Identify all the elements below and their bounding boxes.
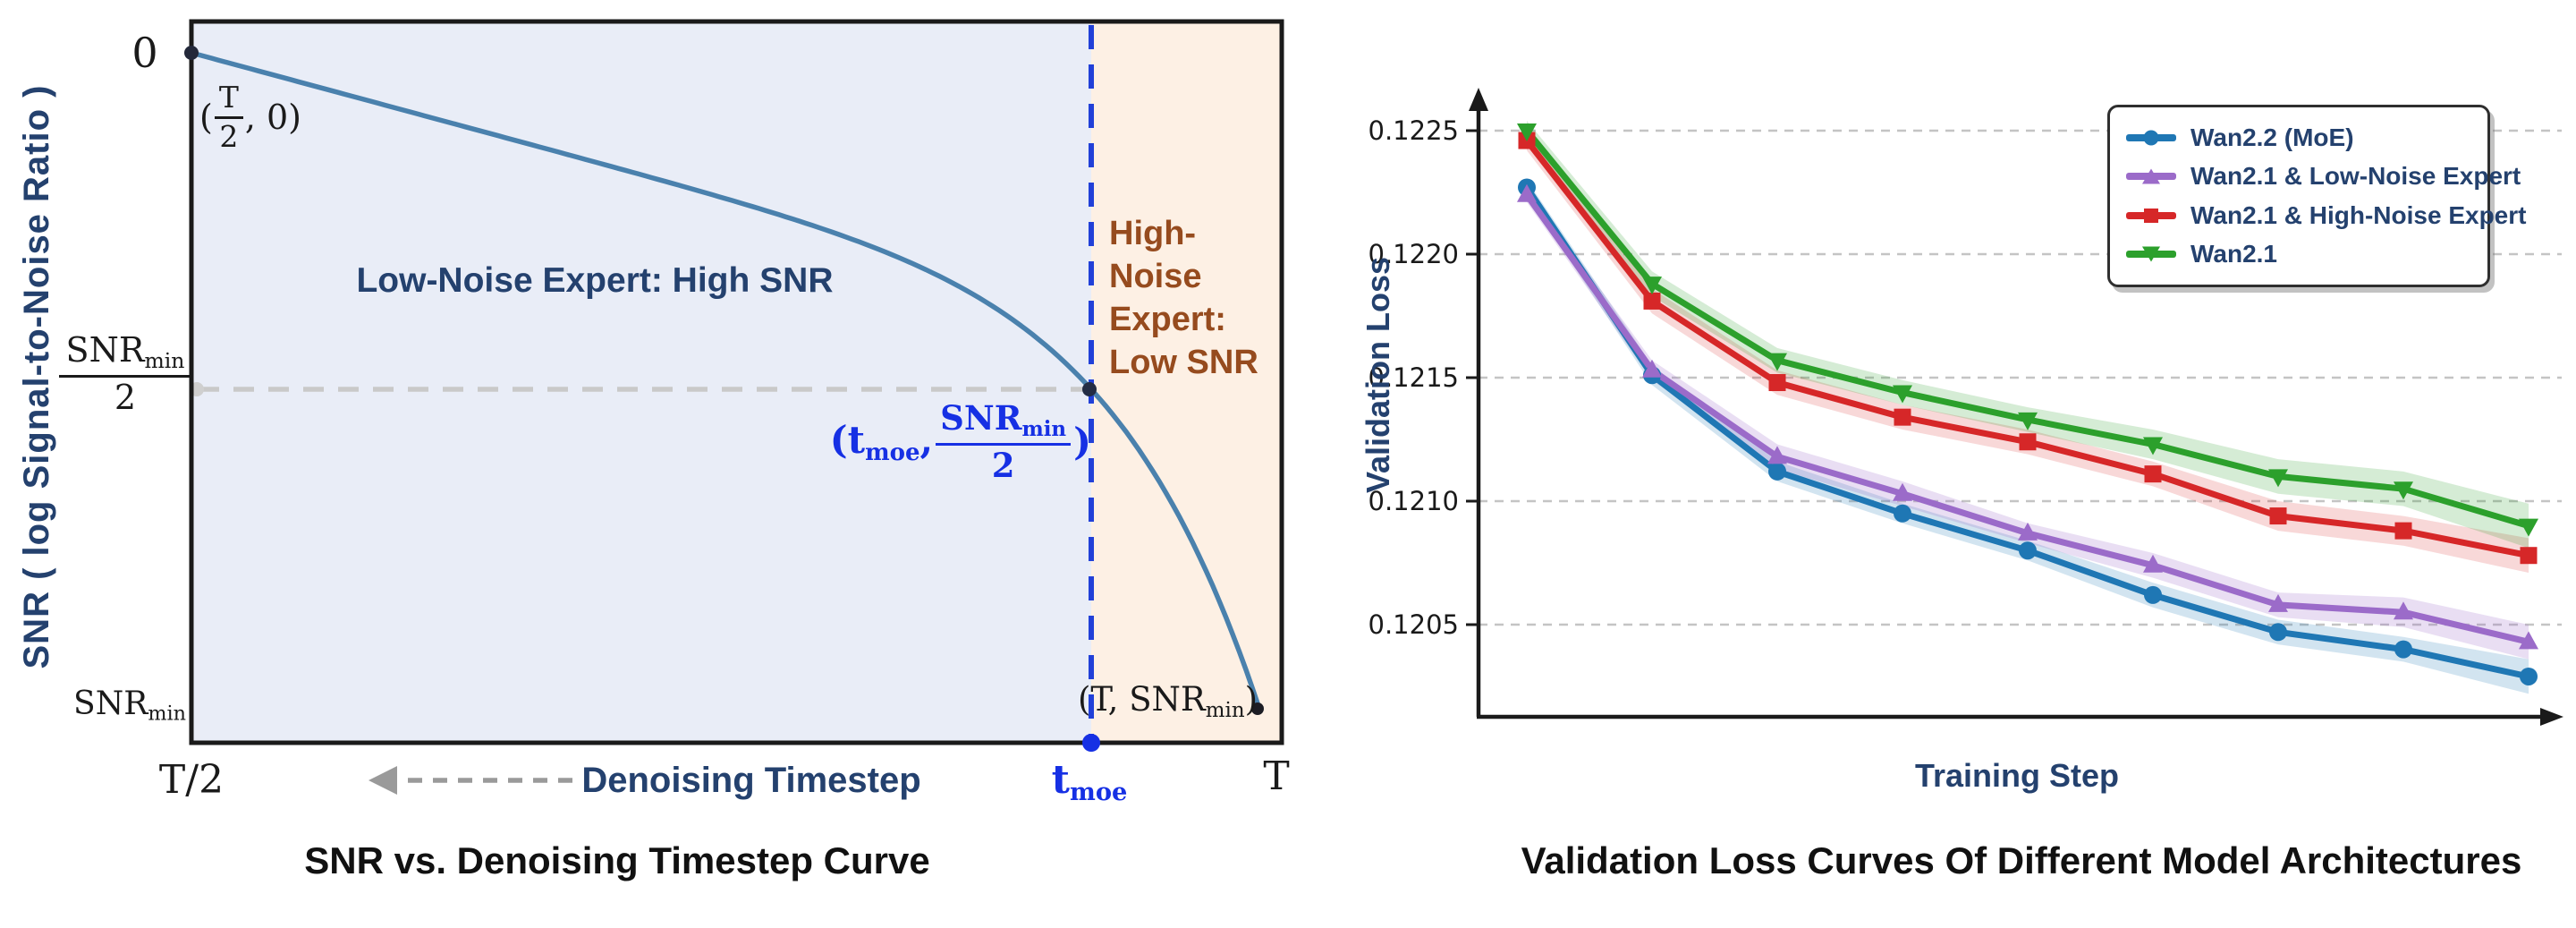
start-point-dot	[184, 46, 199, 60]
confidence-band-0	[1527, 180, 2529, 694]
y-tick-label: 0.1215	[1368, 362, 1459, 393]
marker	[1893, 385, 1912, 404]
marker	[2268, 593, 2288, 612]
confidence-band-3	[1527, 121, 2529, 549]
legend-item-wan21: Wan2.1	[2126, 235, 2471, 275]
legend-line-sample	[2126, 130, 2176, 146]
circle-marker-icon	[2143, 130, 2159, 146]
marker	[2144, 465, 2162, 483]
low-noise-region	[191, 21, 1091, 743]
loss-chart-panel: 0.1225 0.1220 0.1215 0.1210 0.1205 Validatio…	[1288, 0, 2576, 928]
triangle-up-marker-icon	[2142, 168, 2160, 184]
marker	[1642, 277, 1662, 295]
snr-ytick-zero: 0	[131, 29, 158, 77]
marker	[2019, 541, 2037, 560]
marker	[2018, 412, 2038, 430]
marker	[1642, 359, 1662, 378]
y-axis-arrow-icon	[1469, 88, 1488, 111]
end-point-dot	[1251, 702, 1264, 715]
timestep-arrow-head-icon	[369, 766, 397, 795]
snr-xtick-tmoe: tmoe	[1051, 757, 1128, 807]
y-tick-label: 0.1220	[1368, 239, 1459, 269]
marker	[2394, 522, 2412, 540]
end-point-annotation: (T, SNRmin)	[1078, 680, 1258, 722]
snr-curve-canvas	[184, 19, 1284, 795]
legend-item-wan21-low-noise: Wan2.1 & Low-Noise Expert	[2126, 158, 2521, 197]
high-noise-region	[1091, 21, 1282, 743]
marker	[1643, 292, 1661, 310]
marker	[2519, 631, 2538, 650]
high-noise-region-label: High- Noise Expert: Low SNR	[1109, 215, 1258, 381]
loss-chart-canvas: 0.1225 0.1220 0.1215 0.1210 0.1205	[1368, 88, 2563, 726]
y-tick-label: 0.1225	[1368, 115, 1459, 146]
triangle-down-marker-icon	[2142, 246, 2160, 262]
y-tick-label: 0.1205	[1368, 609, 1459, 640]
snr-curve	[189, 50, 1262, 711]
marker	[2519, 518, 2538, 537]
legend-line-sample	[2126, 208, 2176, 223]
snr-chart-panel: SNR ( log Signal-to-Noise Ratio ) 0 SNRm…	[17, 19, 1290, 881]
low-noise-region-label: Low-Noise Expert: High SNR	[356, 261, 834, 300]
loss-chart-title: Validation Loss Curves Of Different Mode…	[1521, 839, 2522, 881]
moe-point-annotation: (tmoe, SNRmin 2 )	[829, 398, 1091, 485]
marker	[2268, 469, 2288, 488]
marker	[1894, 504, 1911, 523]
marker	[2520, 667, 2538, 685]
legend-line-sample	[2126, 168, 2176, 184]
marker	[1767, 353, 1787, 371]
legend-item-wan22-moe: Wan2.2 (MoE)	[2126, 118, 2471, 158]
marker	[2520, 547, 2538, 565]
square-marker-icon	[2144, 208, 2158, 223]
plot-border	[189, 19, 1284, 745]
loss-x-axis-label: Training Step	[1914, 757, 2120, 794]
moe-intersection-dot	[1082, 382, 1097, 396]
tmoe-axis-dot	[1082, 734, 1100, 752]
marker	[1517, 183, 1537, 202]
marker	[1517, 123, 1537, 141]
marker	[1894, 408, 1911, 426]
legend-line-sample	[2126, 246, 2176, 262]
legend-item-wan21-high-noise: Wan2.1 & High-Noise Expert	[2126, 196, 2526, 235]
loss-y-axis-label: Validation Loss	[1360, 256, 1396, 494]
marker	[1768, 462, 1786, 481]
marker	[2019, 433, 2037, 451]
marker	[2143, 554, 2163, 573]
marker	[1768, 374, 1786, 392]
marker	[2144, 585, 2162, 604]
marker	[2269, 623, 2287, 642]
legend: Wan2.2 (MoE) Wan2.1 & Low-Noise Expert W…	[2107, 105, 2526, 287]
y-tick-label: 0.1210	[1368, 486, 1459, 516]
snr-chart-title: SNR vs. Denoising Timestep Curve	[304, 839, 930, 881]
snr-ytick-snrmin: SNRmin	[73, 685, 186, 726]
marker	[2394, 481, 2413, 500]
marker	[2394, 640, 2412, 659]
marker	[2269, 507, 2287, 525]
snr-x-axis-label: Denoising Timestep	[581, 761, 921, 800]
marker	[2143, 437, 2163, 455]
snr-xtick-half-T: T/2	[158, 757, 225, 803]
x-axis-arrow-icon	[2540, 708, 2563, 726]
snr-y-axis-label: SNR ( log Signal-to-Noise Ratio )	[17, 84, 56, 669]
marker	[2394, 601, 2413, 620]
marker	[1767, 446, 1787, 464]
marker	[1893, 482, 1912, 501]
marker	[2018, 522, 2038, 541]
snr-ytick-snrmin-half: SNRmin 2	[59, 332, 191, 416]
snr-xtick-T: T	[1263, 753, 1290, 799]
